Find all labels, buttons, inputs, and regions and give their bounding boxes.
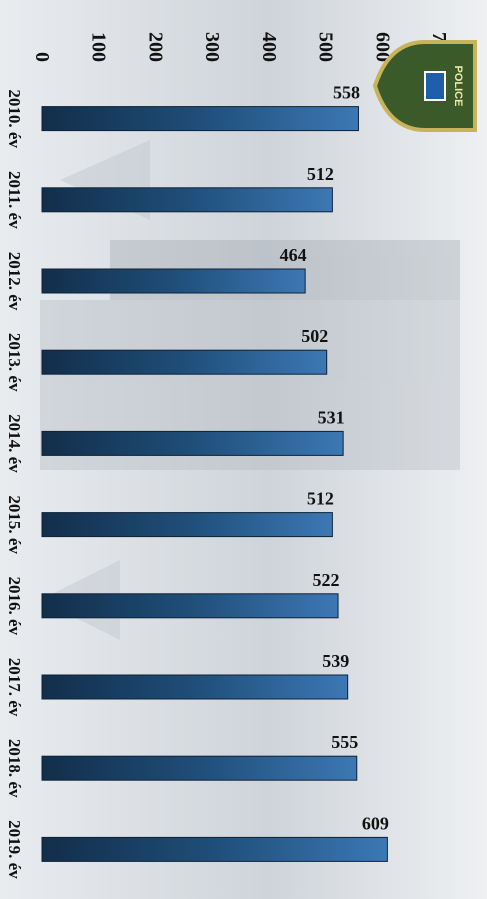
- bar: [41, 755, 358, 781]
- bar: [41, 430, 344, 456]
- category-label: 2017. év: [5, 658, 24, 717]
- bar-value-label: 464: [280, 245, 307, 265]
- bar-value-label: 609: [362, 813, 389, 833]
- logo-text: POLICE: [452, 66, 464, 107]
- category-label: 2015. év: [5, 495, 24, 554]
- bar-value-label: 558: [333, 83, 360, 103]
- y-tick-label: 0: [31, 52, 53, 62]
- bar: [41, 836, 388, 862]
- category-label: 2013. év: [5, 333, 24, 392]
- bar-value-label: 531: [318, 407, 345, 427]
- category-label: 2014. év: [5, 414, 24, 473]
- y-tick-label: 100: [88, 32, 110, 62]
- bar-value-label: 502: [301, 326, 328, 346]
- bar-value-label: 512: [307, 489, 334, 509]
- bar: [41, 349, 328, 375]
- category-label: 2016. év: [5, 577, 24, 636]
- bar: [41, 106, 359, 132]
- plot-area: 01002003004005006007005582010. év5122011…: [5, 32, 477, 879]
- bar-value-label: 522: [313, 570, 340, 590]
- y-tick-label: 300: [201, 32, 223, 62]
- bar: [41, 593, 339, 619]
- bar-value-label: 539: [322, 651, 349, 671]
- category-label: 2011. év: [5, 171, 24, 229]
- y-tick-label: 400: [258, 32, 280, 62]
- bar-value-label: 555: [331, 732, 358, 752]
- badge-emblem: [424, 71, 446, 101]
- bar-value-label: 512: [307, 164, 334, 184]
- category-label: 2019. év: [5, 820, 24, 879]
- bar: [41, 187, 333, 213]
- bar: [41, 674, 349, 700]
- y-tick-label: 500: [315, 32, 337, 62]
- bar: [41, 268, 306, 294]
- bar: [41, 512, 333, 538]
- category-label: 2018. év: [5, 739, 24, 798]
- y-tick-label: 200: [144, 32, 166, 62]
- category-label: 2010. év: [5, 89, 24, 148]
- category-label: 2012. év: [5, 252, 24, 311]
- y-tick-label: 600: [371, 32, 393, 62]
